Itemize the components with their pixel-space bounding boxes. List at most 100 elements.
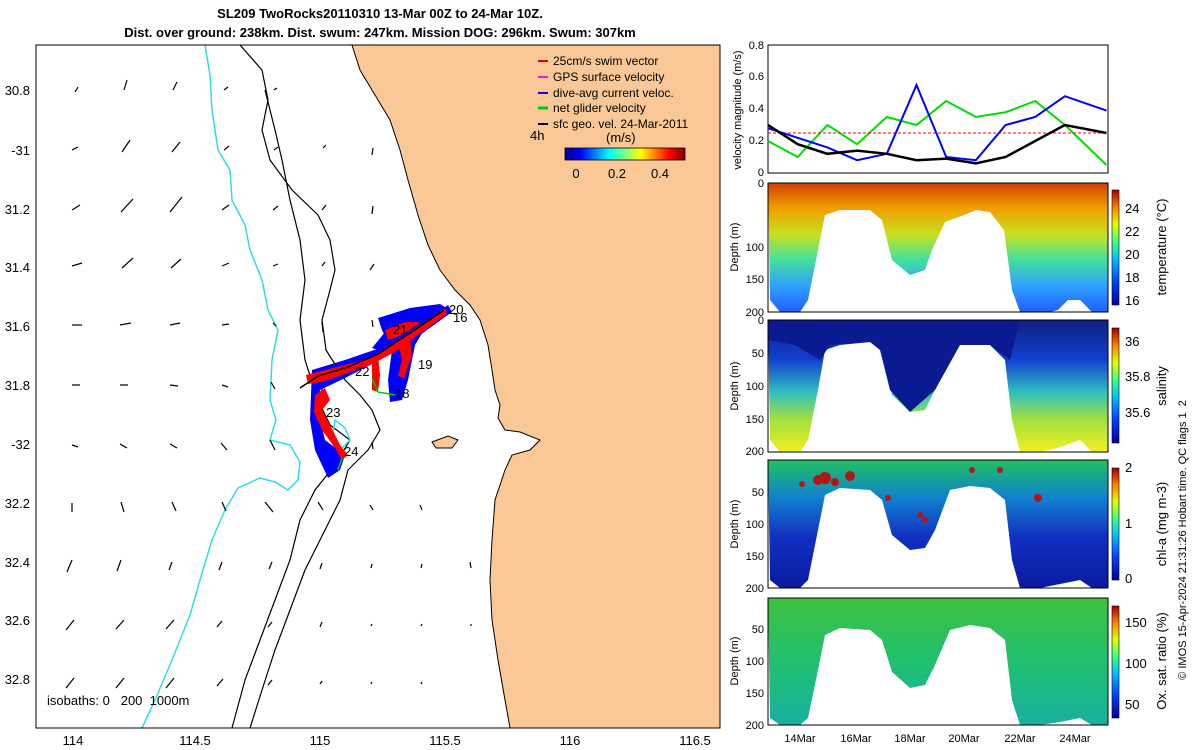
arrow xyxy=(71,444,79,448)
arrow xyxy=(115,619,125,630)
depth-label-ox: Depth (m) xyxy=(729,637,741,686)
velocity-arrow-field xyxy=(65,79,472,689)
chl-panel xyxy=(767,459,1109,589)
x-tick: 116.5 xyxy=(679,733,711,748)
temp-colorbar xyxy=(1111,189,1120,306)
depth-tick: 200 xyxy=(746,583,764,595)
depth-tick: 50 xyxy=(752,487,764,499)
arrow xyxy=(371,205,374,215)
arrow-row-4 xyxy=(71,257,375,271)
arrow xyxy=(223,86,229,91)
arrow xyxy=(165,677,175,689)
depth-tick: 50 xyxy=(752,624,764,636)
cbar-tick: 0 xyxy=(1125,571,1132,586)
arrow xyxy=(220,442,228,451)
x-tick: 114 xyxy=(63,733,84,748)
arrow xyxy=(74,86,79,93)
velocity-line-net-glider-velocity xyxy=(767,99,1108,166)
salinity-section xyxy=(768,320,1108,452)
track-label-16: 16 xyxy=(453,310,467,325)
cbar-tick: 50 xyxy=(1125,697,1139,712)
arrow xyxy=(272,263,279,267)
vel-y-tick: 0.2 xyxy=(749,135,764,147)
ox-cbar-label: Ox. sat. ratio (%) xyxy=(1154,612,1169,710)
arrow-row-3 xyxy=(71,196,374,215)
arrow xyxy=(371,441,374,450)
isobath-200m xyxy=(239,45,381,728)
arrow xyxy=(273,146,279,151)
legend-label: sfc geo. vel. 24-Mar-2011 xyxy=(553,117,689,131)
cbar-tick: 150 xyxy=(1125,615,1147,630)
arrow xyxy=(268,561,273,570)
time-tick: 14Mar xyxy=(784,733,816,745)
arrow xyxy=(65,619,75,631)
arrow xyxy=(267,621,273,628)
arrow-row-8 xyxy=(71,501,423,513)
chl-colorbar xyxy=(1111,467,1120,581)
arrow xyxy=(119,322,132,326)
temperature-section xyxy=(768,183,1108,312)
oxsat-section xyxy=(768,598,1108,725)
cbar-tick: 22 xyxy=(1125,224,1139,239)
arrow xyxy=(370,681,373,685)
arrow-row-5 xyxy=(72,319,374,333)
arrow-row-1 xyxy=(74,79,278,93)
arrow xyxy=(115,677,125,689)
arrow xyxy=(121,257,134,269)
salinity-panel xyxy=(767,319,1109,453)
vel-y-label: velocity magnitude (m/s) xyxy=(732,50,744,169)
cbar-tick: 36 xyxy=(1125,334,1139,349)
track-map: 20 16 21 19 22 18 23 24 114 114.5 115 11… xyxy=(5,44,721,748)
velocity-panel-frame xyxy=(767,44,1109,174)
arrow xyxy=(71,146,79,151)
map-frame xyxy=(35,44,721,729)
chart-title-line1: SL209 TwoRocks20110310 13-Mar 00Z to 24-… xyxy=(217,6,543,21)
y-tick: -32 xyxy=(11,437,30,452)
depth-tick: 200 xyxy=(746,720,764,732)
chl-cbar-label: chl-a (mg m-3) xyxy=(1154,482,1169,567)
arrow xyxy=(218,561,223,571)
chart-title-line2: Dist. over ground: 238km. Dist. swum: 24… xyxy=(124,25,636,40)
arrow xyxy=(321,321,324,333)
arrow xyxy=(322,144,327,149)
arrow xyxy=(65,677,75,689)
time-tick: 16Mar xyxy=(840,733,872,745)
arrow xyxy=(172,81,178,91)
time-tick: 18Mar xyxy=(894,733,926,745)
arrow xyxy=(420,623,423,627)
arrow xyxy=(370,563,373,569)
ox-colorbar xyxy=(1111,605,1120,719)
colorbar-tick: 0 xyxy=(572,166,579,181)
time-tick: 22Mar xyxy=(1004,733,1036,745)
arrow xyxy=(221,501,227,512)
y-tick: -31 xyxy=(11,143,30,158)
velocity-series xyxy=(767,82,1108,166)
arrow xyxy=(370,623,373,627)
track-label-18: 18 xyxy=(395,386,409,401)
arrow xyxy=(469,561,472,569)
arrow xyxy=(221,262,230,267)
x-tick: 115 xyxy=(310,733,331,748)
depth-tick: 200 xyxy=(746,446,764,458)
island xyxy=(431,435,459,449)
arrow xyxy=(169,384,179,387)
isobaths-label: isobaths: 0 200 1000m xyxy=(47,693,189,708)
arrow xyxy=(169,322,181,326)
arrow-row-9 xyxy=(66,559,472,573)
arrow xyxy=(321,261,326,267)
vel-y-tick: 0.6 xyxy=(749,71,764,83)
arrow-row-10 xyxy=(65,619,472,631)
depth-tick: 200 xyxy=(746,307,764,319)
depth-tick: 0 xyxy=(758,315,764,327)
vel-y-tick: 0 xyxy=(758,167,764,179)
x-tick: 116 xyxy=(560,733,581,748)
arrow xyxy=(165,619,175,630)
arrow xyxy=(71,204,81,211)
arrow xyxy=(120,198,134,213)
track-label-21: 21 xyxy=(393,322,407,337)
y-tick: 31.4 xyxy=(5,260,30,275)
arrow xyxy=(371,147,374,156)
depth-tick: 100 xyxy=(746,381,764,393)
cbar-tick: 18 xyxy=(1125,270,1139,285)
arrow xyxy=(369,263,375,271)
